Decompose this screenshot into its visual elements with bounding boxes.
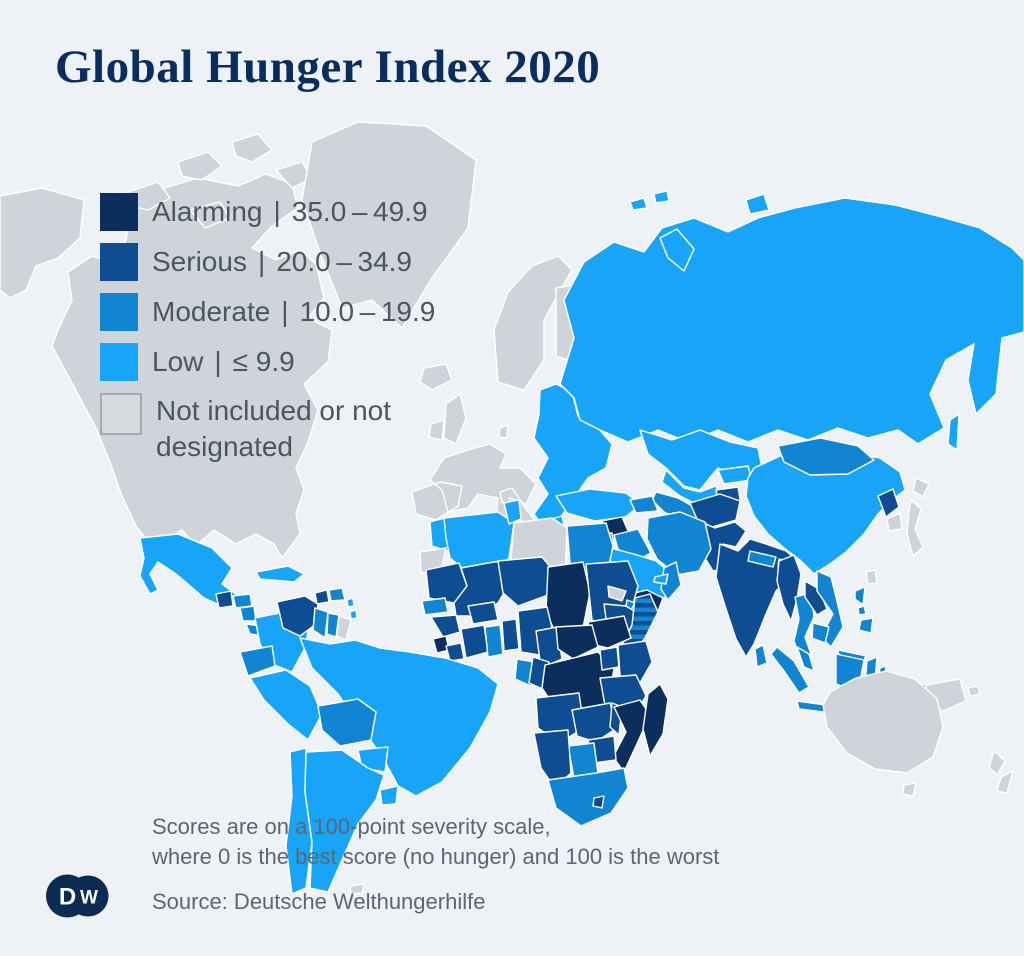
source-credit: Source: Deutsche Welthungerhilfe — [152, 889, 486, 914]
map-region — [421, 597, 449, 616]
map-region — [592, 795, 605, 809]
map-region — [232, 593, 253, 609]
legend-label: Alarming — [152, 196, 263, 227]
map-region — [865, 569, 878, 585]
map-region — [747, 550, 777, 568]
map-region — [467, 601, 499, 625]
footer: Scores are on a 100-point severity scale… — [152, 812, 719, 916]
legend-range: 35.0 – 49.9 — [291, 196, 428, 227]
map-region — [493, 255, 573, 391]
map-region — [547, 767, 629, 827]
map-region — [571, 702, 618, 743]
legend-separator: | — [257, 246, 266, 277]
map-region — [0, 187, 85, 299]
legend-separator: | — [273, 196, 281, 227]
map-region — [612, 699, 651, 773]
map-region — [988, 750, 1014, 794]
legend-separator: | — [281, 296, 289, 327]
legend-item: Not included or not designated — [100, 393, 435, 465]
legend-label: Not included or not designated — [156, 395, 392, 462]
legend-swatch-serious — [100, 243, 138, 281]
dw-logo-icon: D W — [46, 874, 109, 918]
logo-letter-w: W — [80, 888, 98, 909]
legend-swatch-low — [100, 343, 138, 381]
map-region — [239, 605, 257, 622]
map-region — [301, 121, 477, 329]
legend-item: Alarming | 35.0 – 49.9 — [100, 193, 435, 231]
map-region — [127, 133, 313, 229]
map-region — [501, 618, 520, 652]
legend-label: Serious — [152, 246, 247, 277]
legend-swatch-not-included — [100, 393, 142, 435]
legend: Alarming | 35.0 – 49.9 Serious | 20.0 – 34.9… — [100, 193, 435, 477]
map-region — [317, 698, 377, 747]
map-region — [653, 573, 669, 585]
map-region — [255, 565, 305, 583]
map-region — [484, 624, 504, 658]
map-region — [906, 477, 930, 557]
legend-item: Serious | 20.0 – 34.9 — [100, 243, 435, 281]
map-region — [854, 586, 874, 634]
map-region — [646, 511, 712, 576]
legend-item: Low | ≤ 9.9 — [100, 343, 435, 381]
map-region — [535, 692, 585, 744]
map-region — [822, 670, 944, 797]
map-region — [249, 669, 323, 741]
map-region — [304, 749, 385, 893]
map-region — [599, 646, 620, 671]
map-region — [336, 615, 352, 641]
map-region — [314, 589, 330, 605]
map-region — [349, 883, 365, 895]
map-region — [717, 465, 753, 485]
map-region — [607, 585, 627, 602]
logo-letter-d: D — [59, 884, 76, 911]
legend-separator: | — [214, 346, 222, 377]
map-region — [776, 554, 802, 622]
map-region — [379, 785, 399, 806]
map-region — [460, 624, 489, 659]
map-region — [877, 488, 900, 518]
map-region — [445, 642, 465, 662]
map-region — [886, 512, 903, 532]
map-region — [816, 570, 844, 648]
map-region — [346, 597, 358, 620]
map-region — [811, 622, 830, 644]
map-region — [326, 612, 340, 638]
map-region — [715, 538, 799, 658]
legend-swatch-alarming — [100, 193, 138, 231]
map-region — [139, 533, 239, 609]
map-region — [419, 363, 453, 391]
map-region — [642, 683, 669, 757]
map-region — [660, 561, 682, 601]
map-region — [411, 393, 537, 537]
map-region — [215, 590, 234, 609]
legend-label: Low — [152, 346, 204, 377]
map-region — [535, 626, 563, 669]
map-region — [503, 499, 522, 525]
legend-range: ≤ 9.9 — [232, 346, 295, 377]
legend-swatch-moderate — [100, 293, 138, 331]
map-region — [629, 495, 659, 514]
map-region — [629, 190, 960, 451]
map-region — [559, 197, 1024, 445]
map-region — [312, 607, 329, 639]
legend-label: Moderate — [152, 296, 271, 327]
map-region — [239, 645, 276, 677]
legend-range: 20.0 – 34.9 — [276, 246, 412, 277]
dw-logo: D W — [46, 872, 110, 925]
map-region — [754, 644, 768, 668]
map-region — [555, 488, 642, 522]
map-region — [328, 587, 346, 602]
map-region — [777, 437, 875, 476]
page-title: Global Hunger Index 2020 — [55, 41, 601, 93]
map-region — [497, 556, 553, 607]
legend-item: Moderate | 10.0 – 19.9 — [100, 293, 435, 331]
map-region — [555, 624, 599, 660]
footnote-line-2: where 0 is the best score (no hunger) an… — [152, 844, 720, 869]
legend-range: 10.0 – 19.9 — [299, 296, 436, 327]
map-region — [430, 614, 461, 638]
footnote-line-1: Scores are on a 100-point severity scale… — [152, 814, 551, 839]
